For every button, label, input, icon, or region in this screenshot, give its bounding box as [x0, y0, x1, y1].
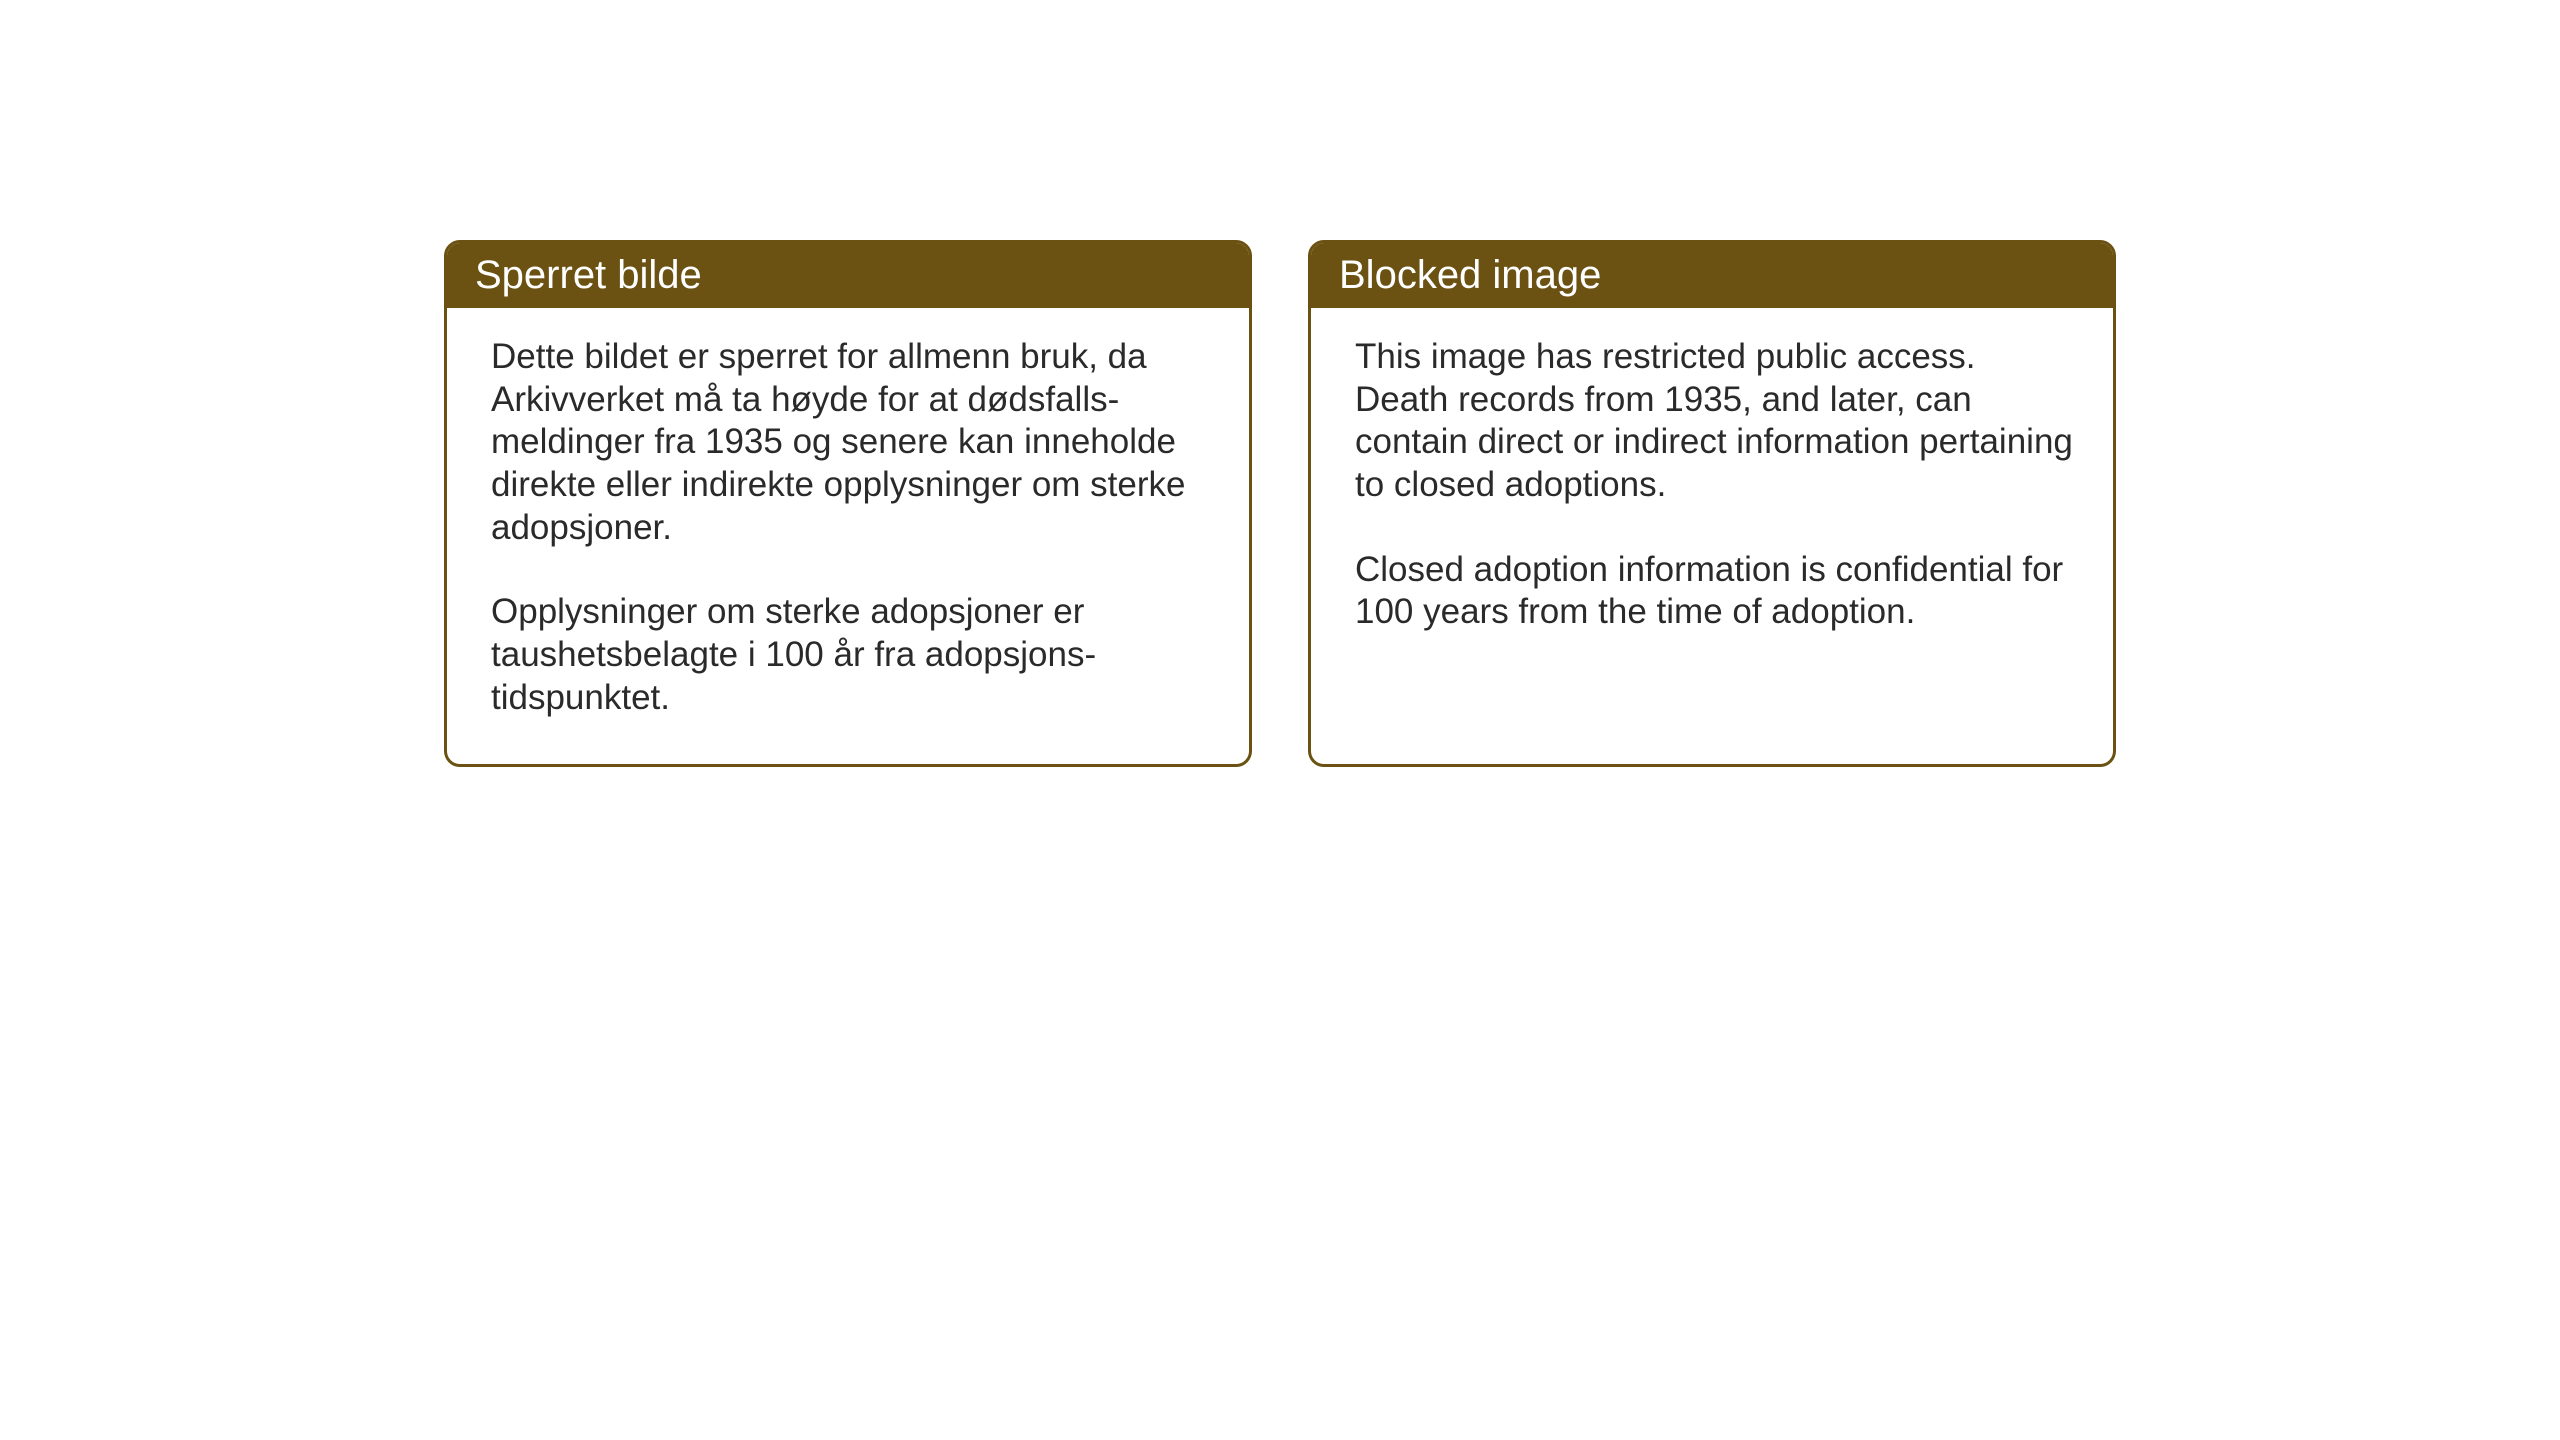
card-paragraph: Dette bildet er sperret for allmenn bruk… — [491, 336, 1205, 549]
card-header-english: Blocked image — [1311, 243, 2113, 308]
notice-card-english: Blocked image This image has restricted … — [1308, 240, 2116, 767]
card-paragraph: This image has restricted public access.… — [1355, 336, 2077, 507]
card-paragraph: Opplysninger om sterke adopsjoner er tau… — [491, 591, 1205, 719]
notice-container: Sperret bilde Dette bildet er sperret fo… — [444, 240, 2116, 767]
card-body-norwegian: Dette bildet er sperret for allmenn bruk… — [447, 308, 1249, 764]
card-body-english: This image has restricted public access.… — [1311, 308, 2113, 678]
card-paragraph: Closed adoption information is confident… — [1355, 549, 2077, 634]
card-title: Sperret bilde — [475, 253, 702, 297]
card-title: Blocked image — [1339, 253, 1601, 297]
card-header-norwegian: Sperret bilde — [447, 243, 1249, 308]
notice-card-norwegian: Sperret bilde Dette bildet er sperret fo… — [444, 240, 1252, 767]
